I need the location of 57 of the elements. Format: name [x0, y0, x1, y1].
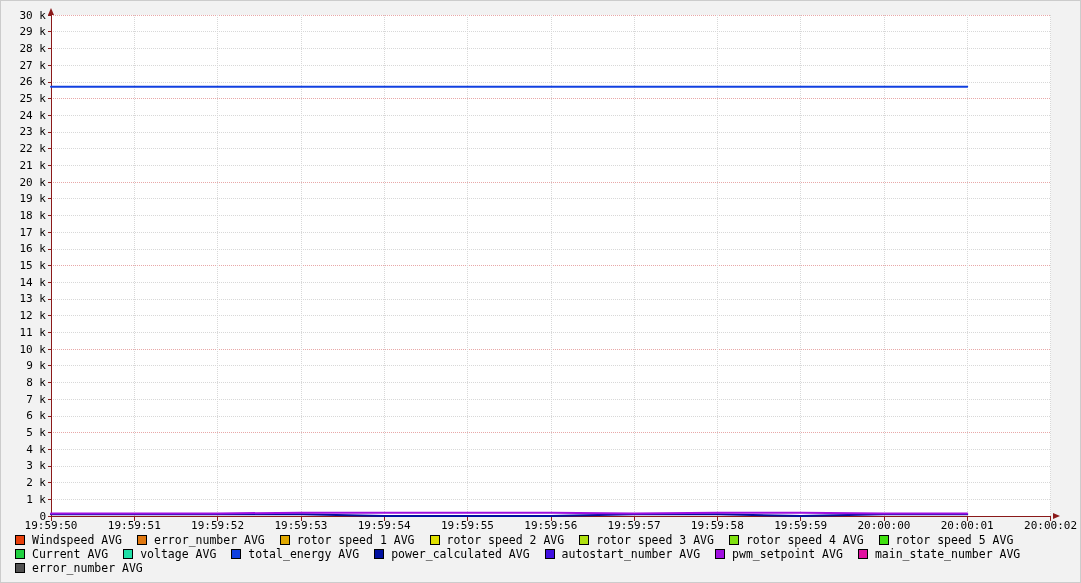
- legend-label: main_state_number AVG: [874, 547, 1021, 561]
- y-tick-label: 15 k: [19, 259, 47, 272]
- legend-label: rotor speed 2 AVG: [446, 533, 565, 547]
- x-tick-label: 20:00:00: [857, 519, 911, 532]
- y-tick-label: 22 k: [19, 142, 47, 156]
- y-tick-label: 27 k: [19, 58, 47, 72]
- y-tick-label: 4 k: [26, 442, 47, 456]
- y-tick-label: 19 k: [19, 192, 47, 206]
- x-tick-label: 19:59:57: [607, 519, 661, 532]
- y-tick-label: 23 k: [19, 125, 47, 139]
- y-tick-label: 5 k: [26, 426, 47, 439]
- x-tick-label: 19:59:51: [107, 519, 161, 532]
- x-tick-label: 19:59:59: [774, 519, 828, 532]
- x-tick-label: 19:59:56: [524, 519, 578, 532]
- y-tick-label: 3 k: [26, 459, 47, 473]
- legend-label: rotor speed 1 AVG: [296, 533, 415, 547]
- legend-label: autostart_number AVG: [561, 547, 701, 561]
- y-tick-label: 18 k: [19, 208, 47, 222]
- y-tick-label: 7 k: [26, 392, 47, 406]
- x-tick-label: 20:00:01: [940, 519, 994, 532]
- y-tick-label: 8 k: [26, 375, 47, 389]
- y-tick-label: 10 k: [19, 342, 47, 356]
- y-tick-label: 25 k: [19, 92, 47, 105]
- legend-label: pwm_setpoint AVG: [732, 547, 843, 561]
- legend-label: Windspeed AVG: [32, 533, 123, 547]
- y-tick-label: 17 k: [19, 225, 47, 239]
- y-tick-label: 11 k: [19, 325, 47, 339]
- x-tick-label: 20:00:02: [1024, 519, 1077, 532]
- y-tick-label: 30 k: [19, 8, 47, 22]
- x-tick-label: 19:59:55: [440, 519, 494, 532]
- y-tick-label: 28 k: [19, 41, 47, 55]
- y-tick-label: 29 k: [19, 25, 47, 39]
- y-tick-label: 24 k: [19, 108, 47, 122]
- legend-label: total_energy AVG: [248, 547, 360, 561]
- legend-label: voltage AVG: [140, 547, 217, 561]
- legend-label: rotor speed 4 AVG: [745, 533, 864, 547]
- legend-label: error_number AVG: [32, 561, 143, 575]
- legend-label: Current AVG: [32, 547, 109, 561]
- y-tick-label: 6 k: [26, 409, 47, 423]
- y-tick-label: 9 k: [26, 359, 47, 373]
- y-tick-label: 2 k: [26, 476, 47, 490]
- legend-label: rotor speed 5 AVG: [895, 533, 1014, 547]
- legend-label: rotor speed 3 AVG: [596, 533, 714, 547]
- legend-label: power_calculated AVG: [391, 547, 530, 561]
- y-tick-label: 13 k: [19, 292, 47, 306]
- y-tick-label: 12 k: [19, 309, 47, 323]
- y-tick-label: 16 k: [19, 242, 47, 256]
- y-tick-label: 26 k: [19, 75, 47, 89]
- y-tick-label: 21 k: [19, 158, 47, 172]
- y-tick-label: 1 k: [26, 492, 47, 506]
- legend-label: error_number AVG: [154, 533, 265, 547]
- y-tick-label: 14 k: [19, 275, 47, 289]
- y-tick-label: 20 k: [19, 175, 47, 189]
- x-tick-label: 19:59:52: [191, 519, 245, 532]
- x-tick-label: 19:59:58: [690, 519, 744, 532]
- x-tick-label: 19:59:53: [274, 519, 328, 532]
- x-tick-label: 19:59:54: [357, 519, 412, 532]
